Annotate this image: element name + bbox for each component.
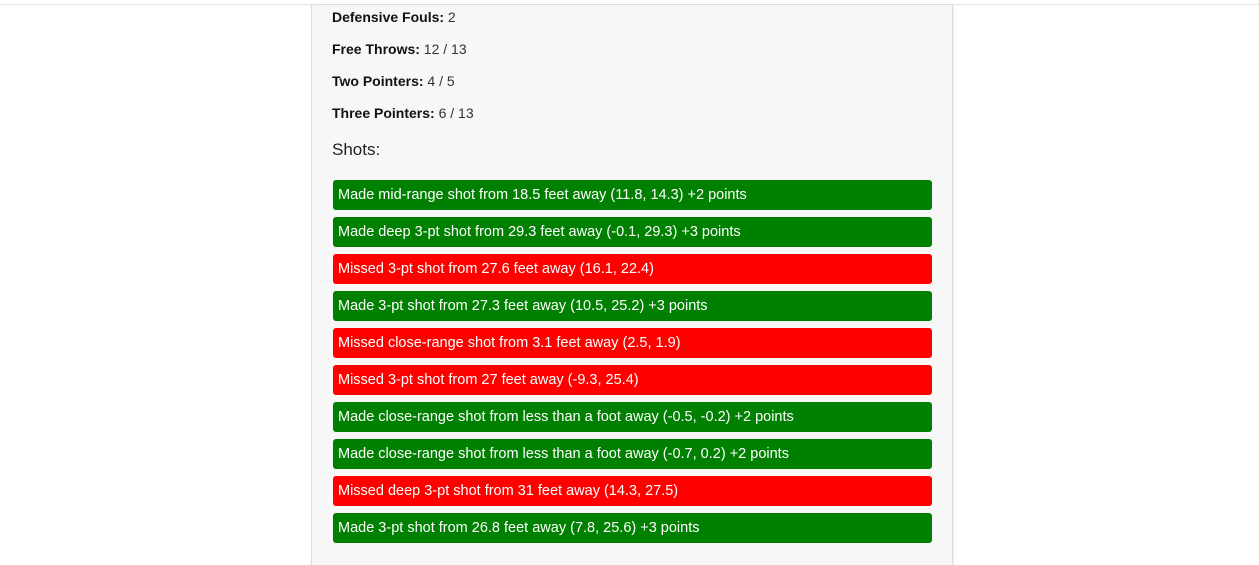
shot-item[interactable]: Made close-range shot from less than a f…: [333, 402, 932, 432]
stat-label: Two Pointers:: [332, 73, 424, 89]
shot-item[interactable]: Made mid-range shot from 18.5 feet away …: [333, 180, 932, 210]
stat-value: 2: [447, 9, 456, 25]
stat-value: 12 / 13: [423, 41, 467, 57]
stat-label: Defensive Fouls:: [332, 9, 445, 25]
stat-label: Three Pointers:: [332, 105, 435, 121]
stat-three-pointers: Three Pointers: 6 / 13: [332, 105, 474, 121]
shot-item[interactable]: Missed 3-pt shot from 27 feet away (-9.3…: [333, 365, 932, 395]
shot-item[interactable]: Missed close-range shot from 3.1 feet aw…: [333, 328, 932, 358]
player-stats-panel: Defensive Fouls: 2 Free Throws: 12 / 13 …: [311, 5, 953, 565]
shot-item[interactable]: Made 3-pt shot from 26.8 feet away (7.8,…: [333, 513, 932, 543]
shot-item[interactable]: Made deep 3-pt shot from 29.3 feet away …: [333, 217, 932, 247]
stat-label: Free Throws:: [332, 41, 420, 57]
shot-list: Made mid-range shot from 18.5 feet away …: [333, 180, 932, 550]
shot-item[interactable]: Made 3-pt shot from 27.3 feet away (10.5…: [333, 291, 932, 321]
stat-two-pointers: Two Pointers: 4 / 5: [332, 73, 455, 89]
stat-free-throws: Free Throws: 12 / 13: [332, 41, 467, 57]
shot-item[interactable]: Made close-range shot from less than a f…: [333, 439, 932, 469]
stat-value: 4 / 5: [427, 73, 455, 89]
shot-item[interactable]: Missed deep 3-pt shot from 31 feet away …: [333, 476, 932, 506]
top-divider: [0, 4, 1259, 5]
stat-value: 6 / 13: [438, 105, 474, 121]
shot-item[interactable]: Missed 3-pt shot from 27.6 feet away (16…: [333, 254, 932, 284]
stat-defensive-fouls: Defensive Fouls: 2: [332, 9, 456, 25]
shots-heading: Shots:: [332, 140, 381, 159]
